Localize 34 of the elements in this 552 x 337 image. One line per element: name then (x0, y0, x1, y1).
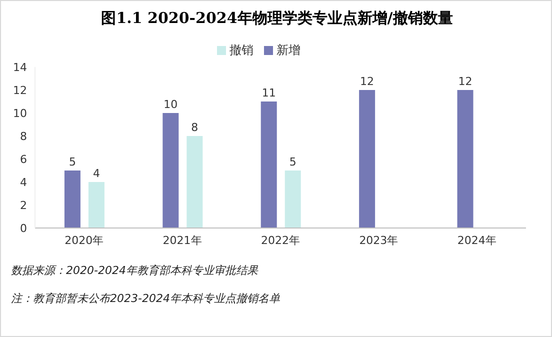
data-label: 12 (360, 75, 374, 88)
source-note: 数据来源：2020-2024年教育部本科专业审批结果 (11, 263, 258, 278)
y-tick-label: 12 (13, 84, 27, 97)
bar (284, 170, 301, 228)
data-label: 4 (92, 167, 100, 180)
bar (260, 102, 277, 228)
x-tick-label: 2020年 (64, 234, 104, 247)
y-tick-label: 10 (13, 106, 27, 120)
bar (88, 182, 104, 228)
chart-title: 图1.1 2020-2024年物理学类专业点新增/撤销数量 (100, 9, 454, 28)
y-tick-label: 2 (20, 198, 27, 212)
bar (359, 90, 376, 228)
bar (64, 170, 80, 228)
x-tick-label: 2023年 (359, 234, 398, 247)
bar (457, 90, 474, 228)
y-tick-label: 4 (20, 176, 27, 189)
data-label: 5 (68, 156, 76, 168)
data-label: 8 (191, 121, 198, 134)
data-label: 12 (458, 75, 472, 88)
bar (186, 136, 203, 228)
bar (162, 113, 179, 228)
y-tick-label: 0 (20, 222, 27, 235)
x-tick-label: 2021年 (162, 234, 202, 247)
legend-label: 新增 (276, 43, 300, 57)
x-tick-label: 2022年 (261, 234, 300, 247)
data-label: 10 (164, 98, 178, 111)
y-tick-label: 14 (13, 60, 27, 74)
text: 注：教育部暂未公布2023-2024年本科专业点撤销名单 (11, 291, 280, 306)
y-tick-label: 8 (20, 130, 27, 143)
y-tick-label: 6 (20, 152, 27, 166)
data-label: 5 (289, 156, 296, 168)
data-label: 11 (262, 86, 276, 100)
x-tick-label: 2024年 (457, 234, 496, 247)
legend-label: 撤销 (230, 43, 254, 57)
